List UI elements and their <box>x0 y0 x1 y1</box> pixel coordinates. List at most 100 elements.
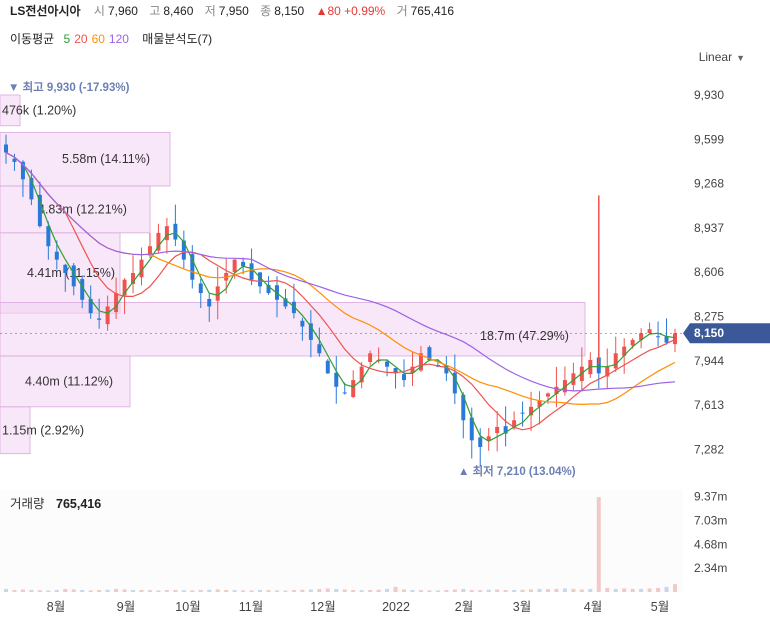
x-tick-label: 11월 <box>239 600 263 614</box>
volume-bar <box>376 589 381 592</box>
volume-profile-label[interactable]: 매물분석도(7) <box>142 32 213 46</box>
candle-body <box>249 263 254 280</box>
volume-bar <box>427 590 432 592</box>
volume-bar <box>529 589 534 592</box>
quote-header: LS전선아시아 시 7,960 고 8,460 저 7,950 종 8,150 ▲80 … <box>0 0 770 22</box>
candle-body <box>266 285 271 294</box>
volume-bar <box>520 589 525 592</box>
volume-bar <box>156 590 161 592</box>
candle-body <box>402 374 407 381</box>
volume-tick-label: 2.34m <box>694 561 727 575</box>
moving-average-line <box>5 151 676 431</box>
volume-bar <box>80 589 85 592</box>
volume-panel <box>0 490 683 592</box>
volume-bar <box>503 589 508 592</box>
x-tick-label: 2월 <box>455 600 473 614</box>
price-tick-label: 9,599 <box>694 132 724 146</box>
ma-period-20[interactable]: 20 <box>74 32 88 46</box>
moving-average-line <box>5 151 676 392</box>
volume-bar <box>164 589 169 592</box>
volume-bar <box>554 588 559 592</box>
moving-average-label[interactable]: 이동평균 <box>10 32 55 46</box>
low-marker: ▲ 최저 7,210 (13.04%) <box>458 464 576 478</box>
candle-body <box>46 226 51 247</box>
candle-body <box>190 254 195 280</box>
volume-bar <box>495 589 500 592</box>
candle-body <box>410 366 415 374</box>
volume-bar <box>630 588 635 592</box>
candle-body <box>368 353 373 363</box>
candle-body <box>334 372 339 387</box>
volume-bar <box>545 589 550 592</box>
candle-body <box>122 279 127 296</box>
volume-bar <box>29 589 34 592</box>
price-tick-label: 7,613 <box>694 398 724 412</box>
volume-bar <box>198 589 203 592</box>
volume-bar <box>37 590 42 592</box>
volume-title-value: 765,416 <box>56 497 101 511</box>
volume-bar <box>562 588 567 592</box>
candle-body <box>495 426 500 434</box>
volume-bar <box>368 589 373 592</box>
candle-body <box>97 318 102 320</box>
volume-bar <box>478 590 483 592</box>
volume-bar <box>139 589 144 592</box>
candle-body <box>63 264 68 274</box>
candle-body <box>156 232 161 251</box>
volume-bar <box>664 586 669 592</box>
price-tick-label: 9,268 <box>694 177 724 191</box>
volume-bar <box>274 590 279 592</box>
volume-bar <box>410 589 415 592</box>
volume-bar <box>469 589 474 592</box>
volume-bar <box>232 590 237 592</box>
high-value: 8,460 <box>163 4 194 18</box>
candle-body <box>427 347 432 360</box>
volume-bar <box>435 590 440 592</box>
volume-bar <box>402 589 407 592</box>
candle-body <box>29 177 34 200</box>
ma-period-60[interactable]: 60 <box>91 32 105 46</box>
stock-name[interactable]: LS전선아시아 <box>10 4 81 18</box>
volume-bar <box>351 589 356 592</box>
volume-bar <box>283 590 288 592</box>
high-label: 고 <box>149 4 161 18</box>
candle-body <box>673 333 677 345</box>
candle-body <box>571 373 576 385</box>
ma-period-5[interactable]: 5 <box>63 32 71 46</box>
volume-bar <box>190 590 195 592</box>
volume-bar <box>241 590 246 592</box>
price-tick-label: 9,930 <box>694 88 724 102</box>
open-value: 7,960 <box>107 4 138 18</box>
candle-body <box>512 420 517 429</box>
volume-bar <box>656 587 661 592</box>
volume-bar <box>596 497 601 592</box>
candle-body <box>173 223 178 240</box>
volume-tick-label: 9.37m <box>694 489 727 503</box>
candle-body <box>258 272 263 287</box>
volume-bar <box>537 588 542 592</box>
candle-body <box>418 353 423 371</box>
candle-body <box>385 361 390 367</box>
volume-title: 거래량 <box>10 497 45 511</box>
volume-bar <box>258 589 263 592</box>
candle-body <box>664 336 669 343</box>
candle-body <box>232 259 237 273</box>
candle-body <box>461 394 466 421</box>
volume-bar <box>334 588 339 592</box>
volume-value: 765,416 <box>410 4 454 18</box>
scale-mode-select[interactable]: Linear ▼ <box>699 50 745 64</box>
volume-bar <box>97 589 102 592</box>
volume-bar <box>317 588 322 592</box>
price-tick-label: 8,937 <box>694 221 724 235</box>
candle-body <box>300 320 305 327</box>
volume-bar <box>444 589 449 592</box>
candle-body <box>656 336 661 338</box>
volume-bar <box>571 588 576 592</box>
volume-profile-label: 1.15m (2.92%) <box>2 423 84 437</box>
candle-body <box>308 323 313 340</box>
ma-period-120[interactable]: 120 <box>108 32 129 46</box>
volume-bar <box>308 589 313 592</box>
candle-body <box>342 392 347 394</box>
candle-body <box>639 333 644 341</box>
